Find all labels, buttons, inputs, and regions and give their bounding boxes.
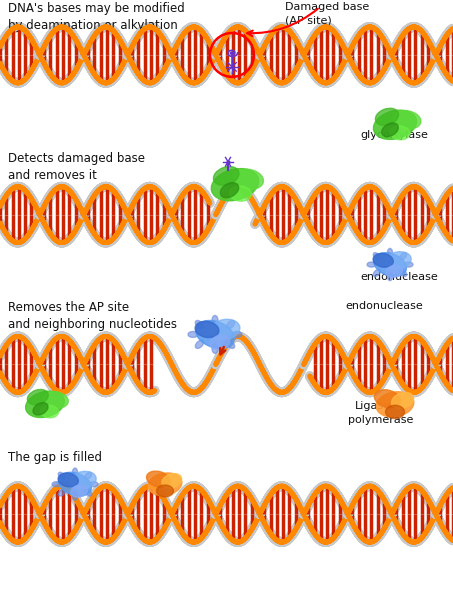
Ellipse shape	[71, 471, 96, 489]
Ellipse shape	[71, 485, 87, 497]
Ellipse shape	[386, 252, 411, 269]
Ellipse shape	[58, 473, 78, 487]
Ellipse shape	[381, 123, 398, 137]
Ellipse shape	[386, 265, 403, 277]
Ellipse shape	[400, 253, 407, 259]
Ellipse shape	[373, 110, 417, 140]
Text: DNA's bases may be modified
by deamination or alkylation: DNA's bases may be modified by deaminati…	[8, 2, 185, 32]
Ellipse shape	[188, 331, 198, 337]
Ellipse shape	[386, 406, 405, 419]
Ellipse shape	[58, 489, 65, 496]
Ellipse shape	[43, 392, 68, 408]
Text: Detects damaged base
and removes it: Detects damaged base and removes it	[8, 152, 145, 181]
Ellipse shape	[195, 321, 219, 338]
Ellipse shape	[195, 340, 203, 349]
Ellipse shape	[156, 485, 173, 497]
Ellipse shape	[212, 343, 218, 353]
Ellipse shape	[212, 316, 218, 325]
Ellipse shape	[146, 471, 170, 487]
Ellipse shape	[27, 389, 48, 405]
Text: polymerase: polymerase	[348, 415, 414, 425]
Ellipse shape	[405, 262, 413, 267]
Ellipse shape	[52, 482, 61, 487]
Ellipse shape	[367, 262, 376, 267]
Text: endonuclease: endonuclease	[345, 301, 423, 311]
Ellipse shape	[213, 167, 239, 185]
Ellipse shape	[148, 473, 182, 495]
Ellipse shape	[210, 319, 240, 340]
Text: Damaged base
(AP site): Damaged base (AP site)	[285, 2, 369, 25]
Ellipse shape	[232, 331, 242, 337]
Ellipse shape	[376, 108, 399, 125]
Ellipse shape	[58, 472, 92, 496]
Ellipse shape	[390, 126, 410, 140]
Ellipse shape	[373, 253, 380, 259]
Ellipse shape	[387, 249, 393, 257]
Ellipse shape	[233, 169, 264, 189]
Text: endonuclease: endonuclease	[360, 271, 438, 282]
Ellipse shape	[374, 390, 400, 407]
Ellipse shape	[195, 320, 203, 329]
Ellipse shape	[58, 472, 65, 479]
Ellipse shape	[72, 468, 77, 477]
Ellipse shape	[72, 492, 77, 500]
Ellipse shape	[33, 403, 48, 415]
Text: Removes the AP site
and neighboring nucleotides: Removes the AP site and neighboring nucl…	[8, 301, 177, 331]
Ellipse shape	[226, 320, 235, 329]
Ellipse shape	[162, 474, 182, 488]
Ellipse shape	[376, 392, 414, 417]
Ellipse shape	[85, 489, 92, 496]
Ellipse shape	[26, 391, 64, 418]
Ellipse shape	[387, 272, 393, 281]
Ellipse shape	[89, 482, 98, 487]
Text: The gap is filled: The gap is filled	[8, 451, 102, 464]
Ellipse shape	[374, 253, 406, 277]
Ellipse shape	[226, 340, 235, 349]
Ellipse shape	[85, 472, 92, 479]
Ellipse shape	[220, 183, 239, 198]
Ellipse shape	[40, 405, 58, 418]
Ellipse shape	[400, 270, 407, 277]
Text: Ligase: Ligase	[355, 401, 391, 412]
Ellipse shape	[393, 111, 421, 129]
Ellipse shape	[373, 253, 393, 267]
Ellipse shape	[211, 168, 259, 201]
Ellipse shape	[210, 335, 230, 350]
Ellipse shape	[230, 186, 251, 201]
Ellipse shape	[391, 392, 414, 409]
Text: glycolsylase: glycolsylase	[360, 130, 428, 140]
Ellipse shape	[196, 320, 234, 349]
Ellipse shape	[373, 270, 380, 277]
